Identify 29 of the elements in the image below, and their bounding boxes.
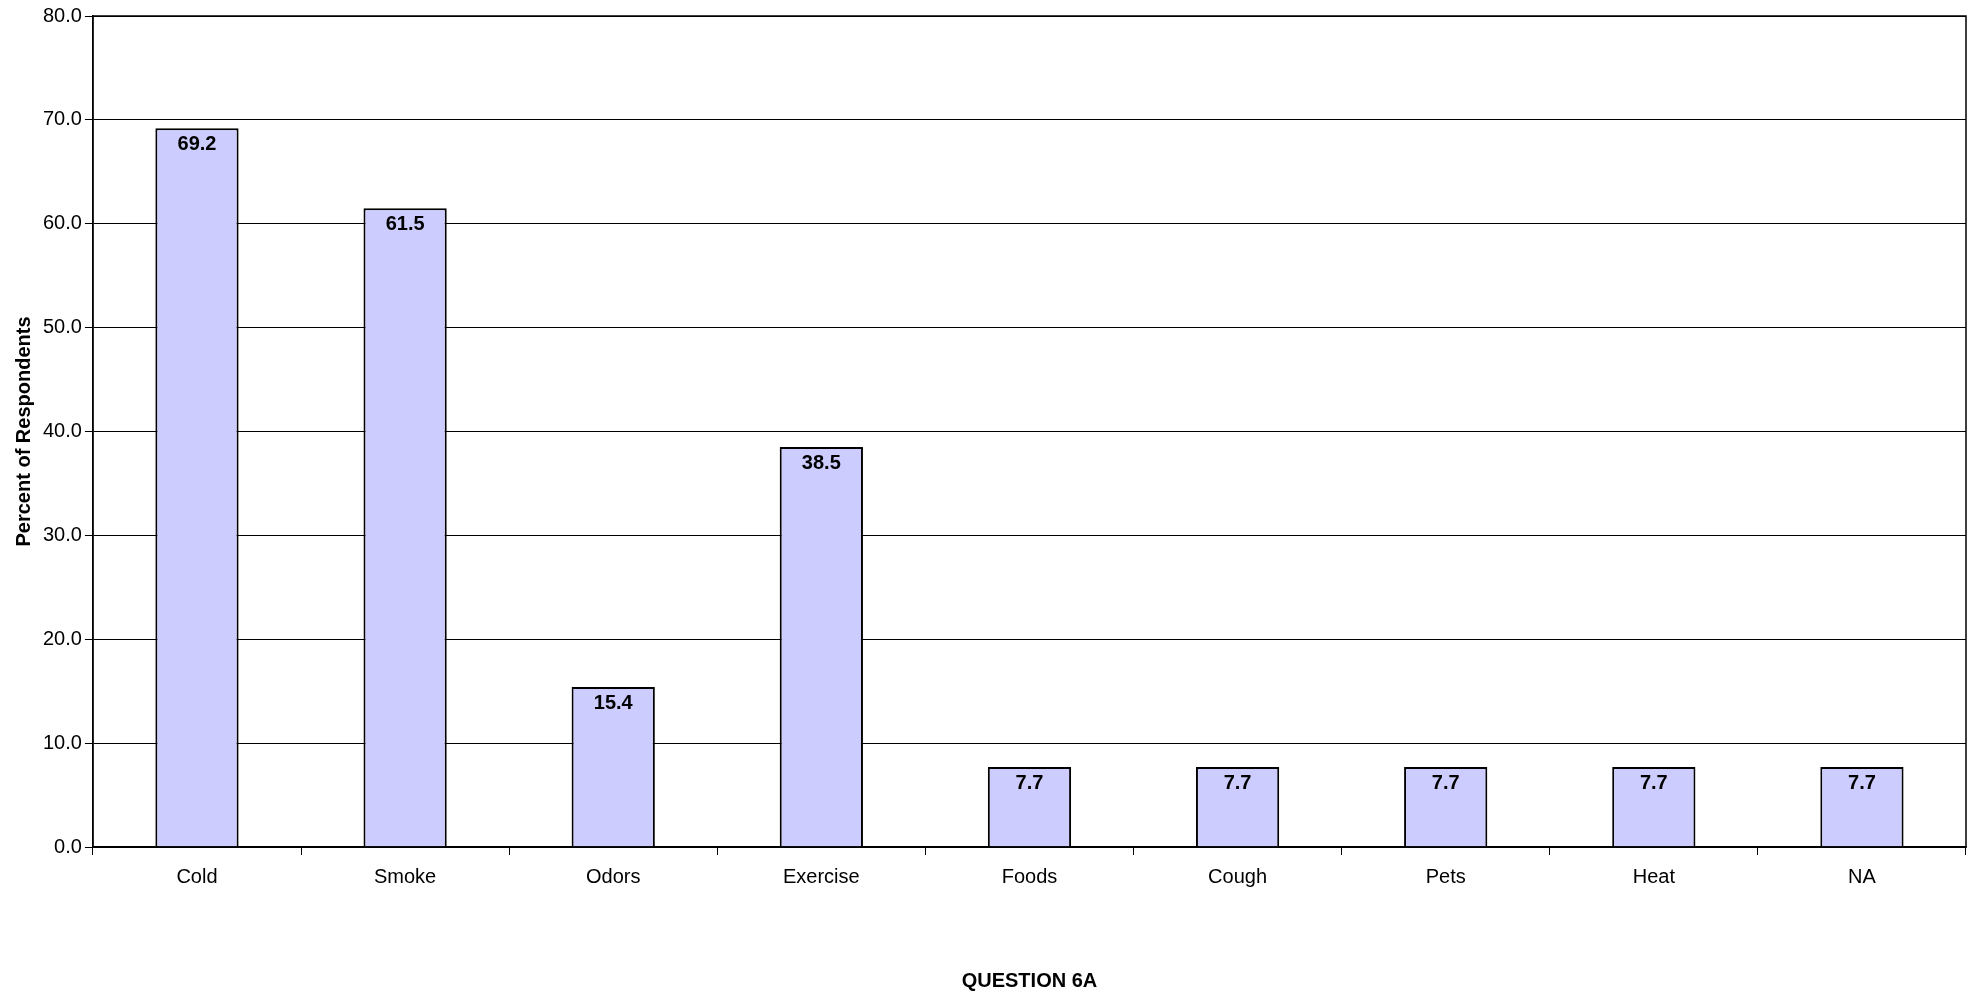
- y-tick-label: 40.0: [42, 419, 82, 442]
- y-tick-label: 50.0: [42, 315, 82, 338]
- data-label: 38.5: [801, 450, 841, 473]
- x-tick-label: Foods: [1001, 864, 1058, 887]
- data-label: 7.7: [1431, 770, 1460, 793]
- data-label: 15.4: [593, 690, 634, 713]
- x-tick-label: Pets: [1425, 864, 1466, 887]
- y-tick-label: 30.0: [42, 522, 82, 545]
- data-label: 61.5: [385, 211, 425, 234]
- y-tick-label: 0.0: [54, 834, 82, 857]
- x-tick-label: Smoke: [373, 864, 437, 887]
- x-tick-label: NA: [1848, 864, 1877, 887]
- x-tick-label: Heat: [1632, 864, 1676, 887]
- y-tick-label: 70.0: [42, 107, 82, 130]
- x-tick-label: Odors: [585, 864, 641, 887]
- x-axis-title: QUESTION 6A: [961, 968, 1098, 991]
- y-tick-label: 80.0: [42, 3, 82, 26]
- x-tick-label: Cold: [176, 864, 218, 887]
- y-tick-label: 20.0: [42, 626, 82, 649]
- data-label: 7.7: [1639, 770, 1668, 793]
- x-tick-label: Cough: [1208, 864, 1268, 887]
- data-label: 7.7: [1848, 770, 1876, 793]
- data-label: 7.7: [1223, 770, 1252, 793]
- y-tick-label: 10.0: [42, 730, 82, 753]
- x-tick-label: Exercise: [782, 864, 860, 887]
- data-label: 69.2: [177, 131, 217, 154]
- y-axis-title: Percent of Respondents: [11, 316, 34, 547]
- y-tick-label: 60.0: [42, 211, 82, 234]
- data-label: 7.7: [1015, 770, 1044, 793]
